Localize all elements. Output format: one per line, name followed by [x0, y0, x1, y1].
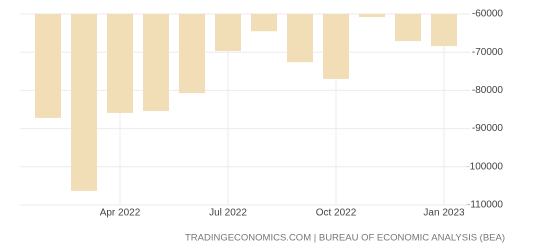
bar — [431, 14, 457, 47]
bar — [143, 14, 169, 112]
bar — [35, 14, 61, 118]
bar — [359, 14, 385, 18]
bar — [251, 14, 277, 32]
x-tick-label: Jan 2023 — [423, 208, 465, 219]
bar — [323, 14, 349, 79]
y-tick-label: -110000 — [467, 200, 503, 211]
y-tick-label: -100000 — [466, 161, 503, 172]
y-tick-label: -70000 — [472, 47, 504, 58]
x-tick-label: Jul 2022 — [209, 208, 247, 219]
x-tick-label: Oct 2022 — [316, 208, 357, 219]
bar — [71, 14, 97, 191]
bar — [179, 14, 205, 94]
x-tick-label: Apr 2022 — [100, 208, 141, 219]
bar — [215, 14, 241, 52]
bar — [287, 14, 313, 63]
source-note: TRADINGECONOMICS.COM | BUREAU OF ECONOMI… — [185, 233, 505, 244]
bar — [395, 14, 421, 42]
y-tick-label: -60000 — [472, 9, 504, 20]
y-tick-label: -80000 — [472, 85, 504, 96]
bar — [107, 14, 133, 113]
y-tick-label: -90000 — [472, 123, 504, 134]
